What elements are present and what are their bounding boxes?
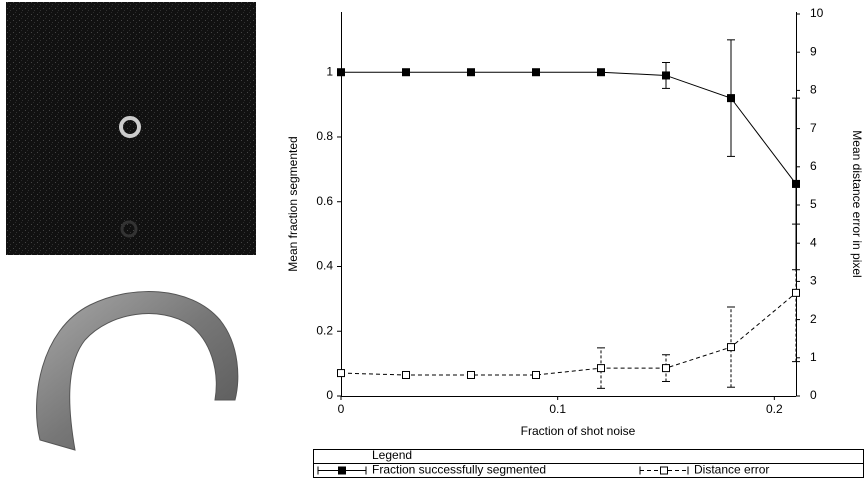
y2-tick-label: 7 [810, 121, 817, 135]
y-tick-label: 0 [326, 388, 333, 402]
legend-title: Legend [372, 448, 412, 462]
y-tick-label: 0.2 [316, 323, 333, 337]
legend-label: Distance error [694, 463, 769, 477]
marker [533, 69, 540, 76]
marker [793, 180, 800, 187]
marker [728, 95, 735, 102]
y2-tick-label: 10 [810, 6, 824, 20]
marker [403, 69, 410, 76]
y2-tick-label: 9 [810, 44, 817, 58]
y2-tick-label: 0 [810, 388, 817, 402]
marker [663, 365, 670, 372]
x-tick-label: 0.2 [766, 402, 783, 416]
marker [793, 289, 800, 296]
x-axis-label: Fraction of shot noise [521, 424, 636, 438]
page: {"chart_data": {"type": "line", "x": [0,… [0, 0, 864, 482]
x-tick-label: 0.1 [549, 402, 566, 416]
y-axis-label: Mean fraction segmented [286, 136, 300, 271]
legend-marker [339, 467, 346, 474]
marker [338, 370, 345, 377]
marker [728, 344, 735, 351]
marker [403, 371, 410, 378]
arch-render [37, 291, 238, 450]
marker [598, 69, 605, 76]
marker [663, 72, 670, 79]
y-tick-label: 0.6 [316, 194, 333, 208]
x-tick-label: 0 [338, 402, 345, 416]
series-line [341, 72, 796, 184]
legend-label: Fraction successfully segmented [372, 463, 546, 477]
marker [338, 69, 345, 76]
y2-tick-label: 2 [810, 312, 817, 326]
y-tick-label: 0.4 [316, 259, 333, 273]
figure: Fraction of shot noise Mean fraction seg… [0, 0, 864, 482]
y2-tick-label: 6 [810, 159, 817, 173]
noise-image [6, 2, 256, 255]
y2-tick-label: 4 [810, 235, 817, 249]
y2-tick-label: 3 [810, 274, 817, 288]
legend-marker [661, 467, 668, 474]
y-tick-label: 1 [326, 64, 333, 78]
y2-tick-label: 8 [810, 83, 817, 97]
y2-axis-label: Mean distance error in pixel [850, 130, 864, 277]
y-tick-label: 0.8 [316, 129, 333, 143]
marker [598, 365, 605, 372]
y2-tick-label: 1 [810, 350, 817, 364]
y2-tick-label: 5 [810, 197, 817, 211]
marker [468, 371, 475, 378]
series-line [341, 293, 796, 375]
marker [533, 371, 540, 378]
marker [468, 69, 475, 76]
